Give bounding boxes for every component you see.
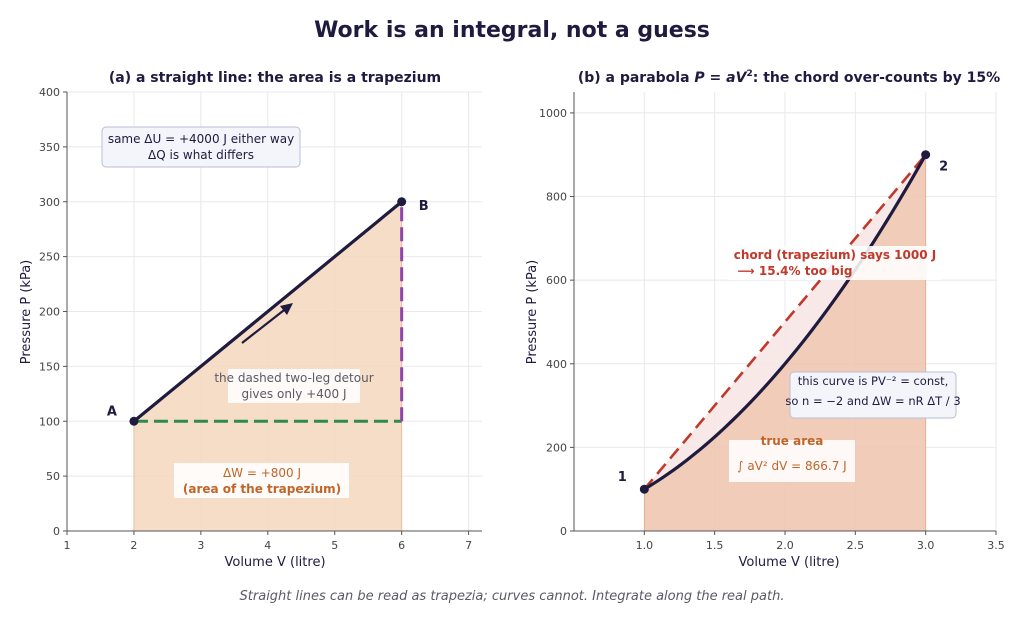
panel-b-ytick-label: 0 [560, 525, 567, 538]
panel-a-detour-line2: gives only +400 J [241, 387, 346, 401]
parabola-curve [643, 153, 928, 491]
panel-a-ytick-label: 200 [39, 306, 60, 319]
panel-b-xtick-label: 2.0 [776, 539, 794, 552]
panel-b-note-line1: this curve is PV⁻² = const, [798, 374, 949, 388]
panel-b-ytick-label: 400 [546, 358, 567, 371]
panel-b-true-line1: true area [761, 434, 824, 448]
point-label-a: A [107, 404, 117, 419]
panel-b-ytick-label: 1000 [539, 107, 567, 120]
point-2 [921, 150, 931, 160]
panel-b-note-line2: so n = −2 and ΔW = nR ΔT / 3 [785, 394, 960, 408]
footer-caption: Straight lines can be read as trapezia; … [240, 589, 785, 604]
panel-a-xtick-label: 7 [465, 539, 472, 552]
chord-line [643, 153, 927, 491]
point-label-b: B [419, 199, 429, 214]
panel-b-ticks: 1.0 1.5 2.0 2.5 3.0 3.5 0 200 400 600 800 1000 [539, 107, 1005, 552]
panel-a-note-line2: ΔQ is what differs [148, 148, 254, 162]
panel-b-xtick-label: 1.5 [706, 539, 724, 552]
panel-b-ytick-label: 200 [546, 441, 567, 454]
panel-a-detour-box [228, 369, 360, 403]
panel-a-xtick-label: 3 [197, 539, 204, 552]
panel-b-chord-line1: chord (trapezium) says 1000 J [734, 248, 936, 262]
panel-a-xtick-label: 1 [64, 539, 71, 552]
panel-a-ytick-label: 400 [39, 86, 60, 99]
panel-a-ytick-label: 300 [39, 196, 60, 209]
point-label-1: 1 [618, 470, 627, 485]
panel-a-xlabel: Volume V (litre) [224, 555, 325, 570]
panel-a-ytick-label: 350 [39, 141, 60, 154]
panel-a-detour-line1: the dashed two-leg detour [214, 371, 373, 385]
panel-a-xtick-label: 4 [264, 539, 271, 552]
panel-a-ytick-label: 0 [53, 525, 60, 538]
panel-a-work-box [174, 463, 349, 498]
point-a [129, 416, 139, 426]
panel-a-xtick-label: 2 [130, 539, 137, 552]
panel-b-chord-line2: ⟶ 15.4% too big [738, 264, 853, 278]
panel-b-ylabel: Pressure P (kPa) [525, 260, 540, 365]
panel-b-title-a: (b) a parabola [578, 70, 695, 86]
panel-a: (a) a straight line: the area is a trape… [19, 70, 482, 570]
panel-b-xtick-label: 3.0 [917, 539, 935, 552]
panel-a-ytick-label: 50 [46, 470, 60, 483]
panel-a-work-line2: (area of the trapezium) [183, 482, 341, 496]
panel-a-note-line1: same ΔU = +4000 J either way [108, 132, 294, 146]
figure-title: Work is an integral, not a guess [314, 18, 710, 43]
panel-a-work-line1: ΔW = +800 J [223, 466, 301, 480]
panel-b-chord-box [728, 246, 942, 280]
panel-a-ticks: 1 2 3 4 5 6 7 0 50 100 150 200 250 300 350 400 [39, 86, 472, 552]
panel-a-ytick-label: 250 [39, 251, 60, 264]
panel-b-xtick-label: 1.0 [636, 539, 654, 552]
panel-b-lines [643, 153, 928, 491]
panel-a-note-box [101, 126, 301, 168]
point-label-2: 2 [939, 160, 948, 175]
panel-b-true-line2: ∫ aV² dV = 866.7 J [737, 459, 846, 473]
panel-a-ylabel: Pressure P (kPa) [19, 260, 34, 365]
panel-b: (b) a parabola P = aV2: the chord over-c… [525, 69, 1005, 570]
panel-b-ytick-label: 600 [546, 274, 567, 287]
direction-arrow [241, 303, 293, 344]
panel-a-ytick-label: 150 [39, 360, 60, 373]
panel-b-true-box [729, 440, 855, 482]
panel-b-ytick-label: 800 [546, 191, 567, 204]
panel-b-points: 12 [618, 150, 948, 494]
panel-a-points: AB [107, 197, 429, 426]
panel-a-xtick-label: 6 [398, 539, 405, 552]
panel-b-title: (b) a parabola P = aV2: the chord over-c… [578, 69, 1000, 86]
panel-a-lines [132, 200, 404, 423]
panel-a-ytick-label: 100 [39, 415, 60, 428]
panel-a-xtick-label: 5 [331, 539, 338, 552]
panel-b-xtick-label: 3.5 [987, 539, 1005, 552]
point-b [397, 197, 407, 207]
panel-b-xlabel: Volume V (litre) [738, 555, 839, 570]
straight-path-line [132, 200, 403, 423]
panel-b-note-box [789, 371, 957, 419]
point-1 [639, 484, 649, 494]
panel-b-xtick-label: 2.5 [847, 539, 865, 552]
panel-a-title: (a) a straight line: the area is a trape… [109, 70, 441, 86]
